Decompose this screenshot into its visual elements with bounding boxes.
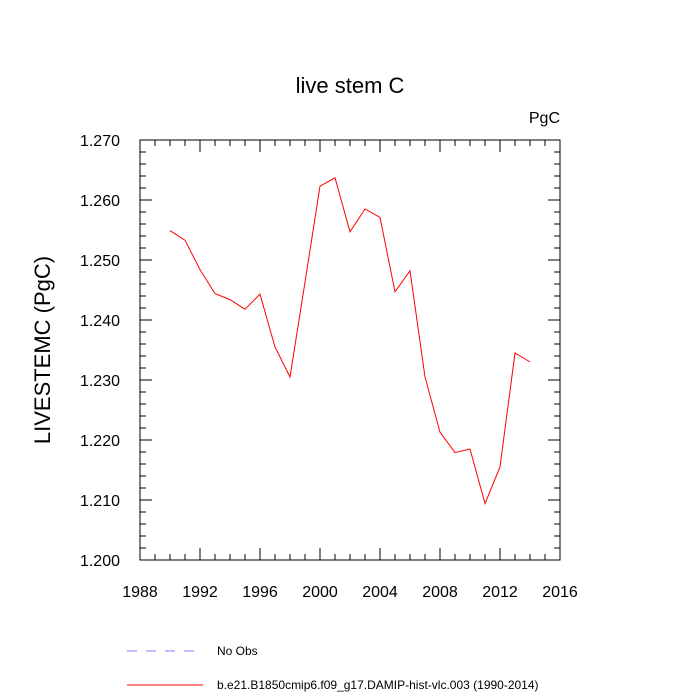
x-tick-label: 2004 — [362, 584, 398, 601]
x-tick-label: 2000 — [302, 584, 338, 601]
chart-title: live stem C — [296, 73, 405, 98]
x-tick-label: 2012 — [482, 584, 518, 601]
y-tick-labels: 1.200 1.210 1.220 1.230 1.240 1.250 1.260 1.270 — [80, 133, 120, 570]
x-tick-label: 1992 — [182, 584, 218, 601]
series-line-model — [169, 177, 531, 506]
axis-ticks — [139, 139, 561, 561]
y-tick-label: 1.230 — [80, 373, 120, 390]
y-tick-label: 1.200 — [80, 553, 120, 570]
y-tick-label: 1.250 — [80, 253, 120, 270]
legend: No Obs b.e21.B1850cmip6.f09_g17.DAMIP-hi… — [127, 644, 539, 692]
x-tick-label: 1996 — [242, 584, 278, 601]
y-tick-label: 1.260 — [80, 193, 120, 210]
plot-frame — [139, 139, 561, 561]
series-layer — [169, 177, 531, 506]
x-tick-labels: 1988 1992 1996 2000 2004 2008 2012 2016 — [122, 584, 578, 601]
x-tick-label: 2016 — [542, 584, 578, 601]
x-tick-label: 2008 — [422, 584, 458, 601]
units-label: PgC — [529, 110, 560, 127]
legend-label-model: b.e21.B1850cmip6.f09_g17.DAMIP-hist-vlc.… — [217, 678, 539, 692]
y-tick-label: 1.240 — [80, 313, 120, 330]
y-tick-label: 1.270 — [80, 133, 120, 150]
y-tick-label: 1.220 — [80, 433, 120, 450]
x-tick-label: 1988 — [122, 584, 158, 601]
legend-label-no-obs: No Obs — [217, 644, 258, 658]
y-tick-label: 1.210 — [80, 493, 120, 510]
y-axis-label: LIVESTEMC (PgC) — [30, 256, 55, 444]
